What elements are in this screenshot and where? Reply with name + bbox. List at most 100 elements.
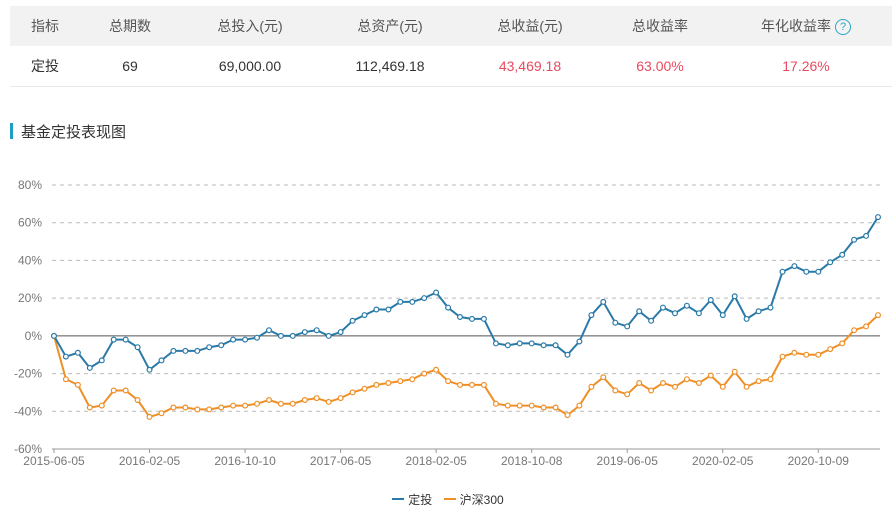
legend-label-hs300: 沪深300 bbox=[459, 492, 504, 507]
data-point-hs300 bbox=[671, 383, 678, 390]
cell-annual-rate: 17.26% bbox=[782, 58, 830, 74]
data-point-hs300 bbox=[552, 404, 559, 411]
header-annual-rate-cell: 年化收益率? bbox=[720, 16, 892, 36]
data-point-dingtou bbox=[791, 263, 798, 270]
data-point-dingtou bbox=[86, 364, 93, 371]
y-tick-label: -20% bbox=[14, 367, 42, 381]
data-point-dingtou bbox=[409, 298, 416, 305]
data-point-hs300 bbox=[230, 402, 237, 409]
data-point-hs300 bbox=[62, 376, 69, 383]
x-tick-label: 2018-02-05 bbox=[405, 454, 467, 468]
data-point-dingtou bbox=[719, 312, 726, 319]
data-point-hs300 bbox=[86, 404, 93, 411]
data-point-dingtou bbox=[469, 315, 476, 322]
data-point-hs300 bbox=[755, 378, 762, 385]
header-total-return: 总收益(元) bbox=[497, 18, 563, 34]
data-point-dingtou bbox=[707, 297, 714, 304]
data-point-dingtou bbox=[767, 304, 774, 311]
question-circle-icon[interactable]: ? bbox=[835, 19, 851, 36]
cell-total-assets: 112,469.18 bbox=[355, 58, 425, 74]
data-point-hs300 bbox=[385, 380, 392, 387]
data-point-dingtou bbox=[839, 251, 846, 258]
data-point-dingtou bbox=[648, 317, 655, 324]
data-point-dingtou bbox=[385, 306, 392, 313]
data-point-hs300 bbox=[146, 413, 153, 420]
data-point-hs300 bbox=[540, 404, 547, 411]
data-point-dingtou bbox=[827, 259, 834, 266]
cell-total-return: 43,469.18 bbox=[498, 58, 562, 74]
data-point-hs300 bbox=[791, 349, 798, 356]
data-point-hs300 bbox=[815, 351, 822, 358]
data-point-dingtou bbox=[516, 340, 523, 347]
data-point-dingtou bbox=[863, 232, 870, 239]
data-point-hs300 bbox=[469, 381, 476, 388]
data-point-hs300 bbox=[683, 376, 690, 383]
series-line-dingtou bbox=[53, 216, 879, 372]
legend-swatch-dingtou bbox=[392, 498, 405, 500]
data-point-hs300 bbox=[516, 402, 523, 409]
data-point-dingtou bbox=[492, 340, 499, 347]
data-point-dingtou bbox=[373, 306, 380, 313]
data-point-dingtou bbox=[266, 327, 273, 334]
data-point-hs300 bbox=[719, 383, 726, 390]
data-point-hs300 bbox=[325, 398, 332, 405]
cell-indicator: 定投 bbox=[31, 58, 59, 74]
data-point-hs300 bbox=[409, 376, 416, 383]
header-return-rate: 总收益率 bbox=[632, 18, 688, 34]
data-point-dingtou bbox=[170, 347, 177, 354]
data-point-dingtou bbox=[576, 338, 583, 345]
data-point-dingtou bbox=[254, 334, 261, 341]
data-point-dingtou bbox=[325, 332, 332, 339]
data-point-dingtou bbox=[564, 351, 571, 358]
data-point-hs300 bbox=[636, 380, 643, 387]
cell-total-invest: 69,000.00 bbox=[218, 58, 282, 74]
x-tick-label: 2020-02-05 bbox=[692, 454, 754, 468]
data-point-hs300 bbox=[242, 402, 249, 409]
data-point-dingtou bbox=[277, 332, 284, 339]
data-point-dingtou bbox=[122, 336, 129, 343]
data-point-dingtou bbox=[349, 317, 356, 324]
header-periods: 总期数 bbox=[109, 18, 151, 34]
data-point-dingtou bbox=[50, 332, 57, 339]
legend-item-dingtou[interactable]: 定投 bbox=[392, 491, 432, 508]
data-point-dingtou bbox=[600, 298, 607, 305]
data-point-dingtou bbox=[433, 289, 440, 296]
chart-legend: 定投 沪深300 bbox=[0, 489, 896, 508]
data-point-hs300 bbox=[504, 402, 511, 409]
x-tick-label: 2020-10-09 bbox=[788, 454, 850, 468]
data-point-hs300 bbox=[122, 387, 129, 394]
y-tick-label: 40% bbox=[18, 253, 42, 267]
data-point-hs300 bbox=[743, 383, 750, 390]
data-point-dingtou bbox=[659, 304, 666, 311]
data-point-dingtou bbox=[695, 310, 702, 317]
data-point-dingtou bbox=[731, 293, 738, 300]
data-point-hs300 bbox=[254, 400, 261, 407]
data-point-hs300 bbox=[457, 381, 464, 388]
data-point-hs300 bbox=[612, 387, 619, 394]
section-title: 基金定投表现图 bbox=[10, 122, 126, 141]
data-point-hs300 bbox=[695, 380, 702, 387]
data-point-hs300 bbox=[528, 402, 535, 409]
data-point-hs300 bbox=[827, 346, 834, 353]
data-point-dingtou bbox=[779, 268, 786, 275]
section-accent-bar bbox=[10, 123, 13, 139]
performance-chart: -60% -40% -20% 0% 20% 40% 60% 80% 2015-06-05 2016… bbox=[14, 178, 881, 468]
data-point-dingtou bbox=[803, 268, 810, 275]
data-point-hs300 bbox=[301, 397, 308, 404]
legend-item-hs300[interactable]: 沪深300 bbox=[443, 491, 504, 508]
data-point-dingtou bbox=[612, 319, 619, 326]
x-tick-label: 2015-06-05 bbox=[23, 454, 85, 468]
x-tick-label: 2017-06-05 bbox=[310, 454, 372, 468]
data-point-hs300 bbox=[349, 389, 356, 396]
data-point-dingtou bbox=[158, 357, 165, 364]
data-point-dingtou bbox=[457, 314, 464, 321]
data-point-hs300 bbox=[277, 400, 284, 407]
data-point-hs300 bbox=[767, 376, 774, 383]
data-point-dingtou bbox=[194, 347, 201, 354]
data-point-dingtou bbox=[182, 347, 189, 354]
data-point-hs300 bbox=[361, 385, 368, 392]
data-point-dingtou bbox=[624, 323, 631, 330]
data-point-hs300 bbox=[707, 372, 714, 379]
legend-swatch-hs300 bbox=[443, 498, 456, 500]
data-point-dingtou bbox=[242, 336, 249, 343]
